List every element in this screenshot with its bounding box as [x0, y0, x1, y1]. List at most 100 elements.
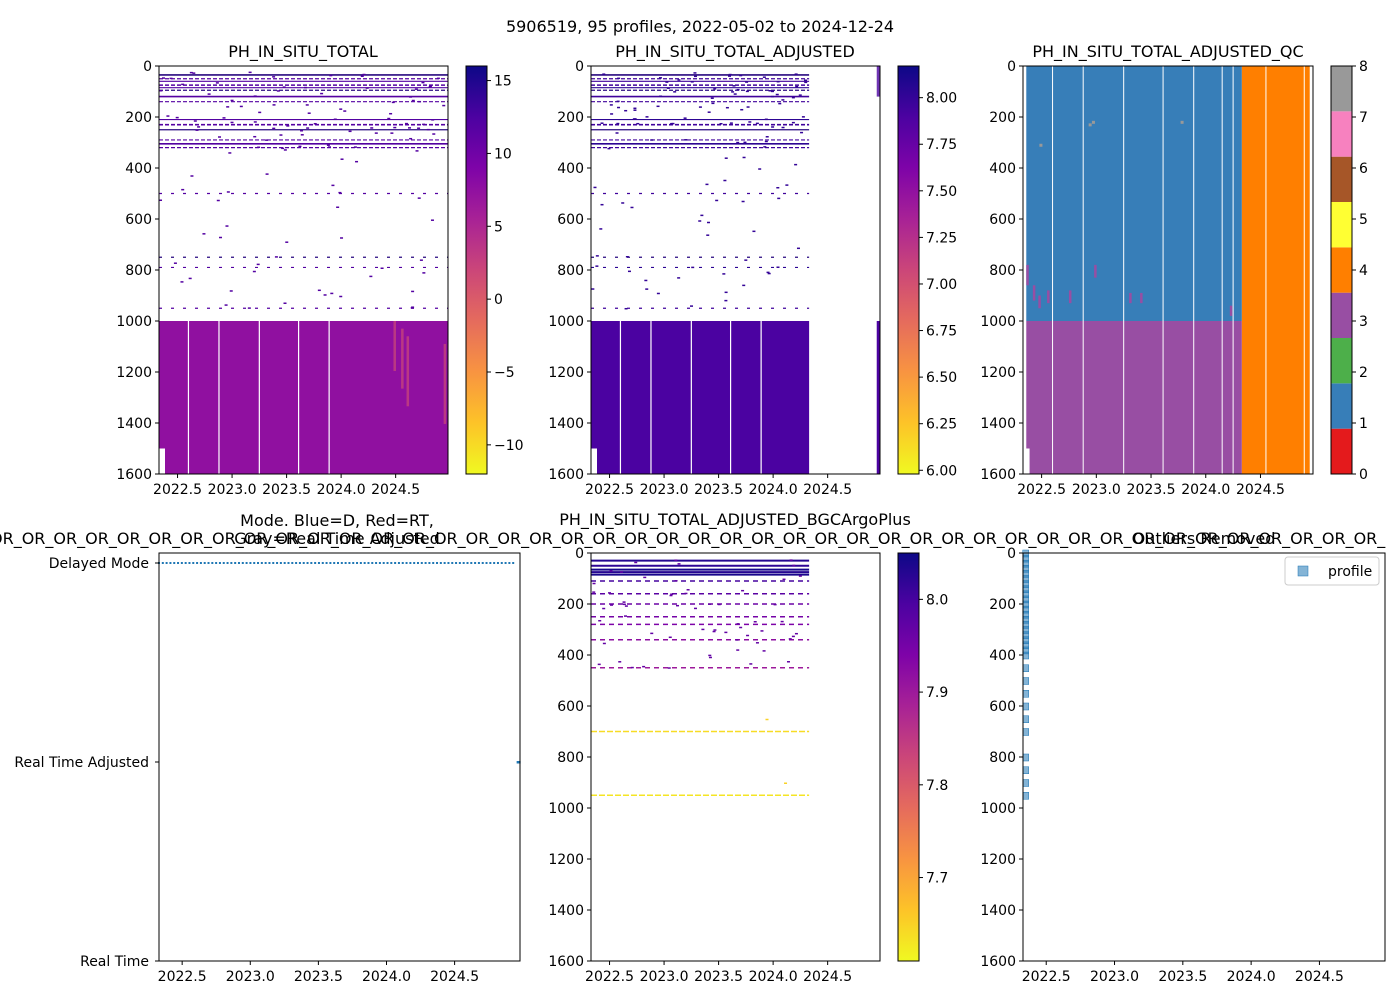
y-tick-label: 800 [557, 750, 584, 766]
ph-speckle [202, 233, 206, 235]
ph-speckle [642, 665, 646, 668]
legend-box [1284, 556, 1380, 586]
mode-point [253, 562, 256, 564]
ph-speckle [684, 139, 688, 141]
ph-speckle [713, 629, 717, 631]
ph-speckle [765, 718, 769, 721]
ph-speckle [393, 126, 397, 129]
ph-speckle [784, 782, 788, 784]
qc-streak [1032, 285, 1036, 301]
ph-speckle [616, 100, 620, 103]
mode-point [474, 562, 477, 564]
mode-point [466, 562, 469, 564]
y-tick-label: 600 [125, 212, 152, 228]
mode-point [496, 562, 499, 564]
ph-speckle [633, 109, 637, 111]
cbar-tick-label: 7.8 [926, 778, 948, 794]
ph-speckle [795, 85, 799, 88]
ph-speckle [708, 603, 712, 605]
mode-point [241, 562, 244, 564]
qc-streak [1129, 292, 1132, 304]
y-tick-label: 1600 [980, 467, 1016, 483]
mode-point [310, 562, 313, 564]
ph-speckle [272, 76, 276, 78]
x-tick-label: 2023.0 [1072, 482, 1121, 498]
ph-speckle [728, 75, 732, 77]
x-tick-label: 2023.0 [226, 969, 275, 985]
ph-speckle [723, 179, 727, 182]
ph-speckle [159, 199, 163, 202]
ph-speckle [190, 175, 194, 177]
mode-point [493, 562, 496, 564]
mode-point [291, 562, 294, 564]
ph-speckle [724, 157, 728, 159]
overlay-text-group: OR_OR_OR_OR_OR_OR_OR_OR_OR_OR_OR_OR_OR_O… [0, 529, 1386, 549]
mode-point [455, 562, 458, 564]
mode-point [443, 562, 446, 564]
ph-speckle [786, 661, 790, 663]
outlier-point [1022, 651, 1029, 660]
ph-speckle [749, 663, 753, 665]
ph-speckle [239, 105, 243, 108]
y-tick-label: 1000 [980, 801, 1016, 817]
outlier-point [1022, 715, 1029, 723]
x-tick-label: 2023.0 [208, 482, 257, 498]
ph-speckle [419, 259, 423, 261]
panel-ph-adjusted: PH_IN_SITU_TOTAL_ADJUSTED 2022.5 2023.0 20… [548, 42, 957, 498]
ph-speckle [683, 117, 687, 119]
mode-point [177, 562, 180, 564]
mode-point [314, 562, 317, 564]
mode-point [390, 562, 393, 564]
y-tick-label: 0 [143, 59, 152, 75]
qc-streak [1068, 290, 1072, 304]
y-tick-label: 1200 [548, 365, 584, 381]
ph-speckle [230, 121, 234, 124]
ph-speckle [707, 111, 711, 113]
colorbar-ticks: 8.00 7.75 7.50 7.25 7.00 6.75 6.50 6.25 6.00 [919, 91, 957, 479]
legend: profile [1284, 556, 1380, 586]
ph-speckle [650, 139, 654, 141]
ph-speckle [175, 116, 179, 119]
y-category-label: Real Time Adjusted [14, 755, 149, 771]
colorbar-ticks: 8.0 7.9 7.8 7.7 [919, 592, 948, 887]
ph-speckle [219, 236, 223, 239]
qc-dot [1039, 143, 1043, 147]
mode-point [230, 562, 233, 564]
y-tick-label: 1200 [980, 365, 1016, 381]
ph-speckle [766, 271, 770, 274]
mode-point [268, 562, 271, 564]
ph-speckle [710, 97, 714, 99]
ph-speckle [643, 576, 647, 579]
ph-speckle [159, 89, 163, 92]
mode-point [397, 562, 400, 564]
ph-speckle [272, 127, 276, 130]
ph-speckle [616, 122, 620, 125]
ph-speckle [698, 220, 702, 222]
ph-speckle [711, 102, 715, 105]
x-tick-label: 2023.0 [1090, 969, 1139, 985]
axes-frame [1022, 552, 1386, 962]
ph-speckle [669, 594, 673, 597]
mode-point [470, 562, 473, 564]
ph-speckle [670, 122, 674, 125]
mode-point [439, 562, 442, 564]
ph-speckle [306, 127, 310, 129]
ph-speckle [801, 116, 805, 118]
mode-point [260, 562, 263, 564]
panel-ph-total: PH_IN_SITU_TOTAL 2022.5 2023.0 2023.5 2024.… [116, 42, 523, 498]
ph-speckle [719, 122, 723, 125]
ph-speckle [624, 109, 628, 112]
ph-speckle [690, 81, 694, 83]
ph-speckle [414, 88, 418, 90]
y-tick-label: 1400 [548, 903, 584, 919]
overlay-or-text: OR_OR_OR_OR_OR_OR_OR_OR_OR_OR_OR_OR_OR_O… [0, 529, 1386, 549]
ph-speckle [283, 302, 287, 305]
cbar-tick-label: 8.00 [926, 91, 957, 107]
y-tick-label: 1600 [548, 954, 584, 970]
ph-speckle [591, 288, 595, 290]
ph-speckle [248, 71, 252, 74]
x-tick-label: 2024.0 [1227, 969, 1276, 985]
y-tick-label: 400 [989, 648, 1016, 664]
mode-point [405, 562, 408, 564]
mode-point [161, 562, 164, 564]
